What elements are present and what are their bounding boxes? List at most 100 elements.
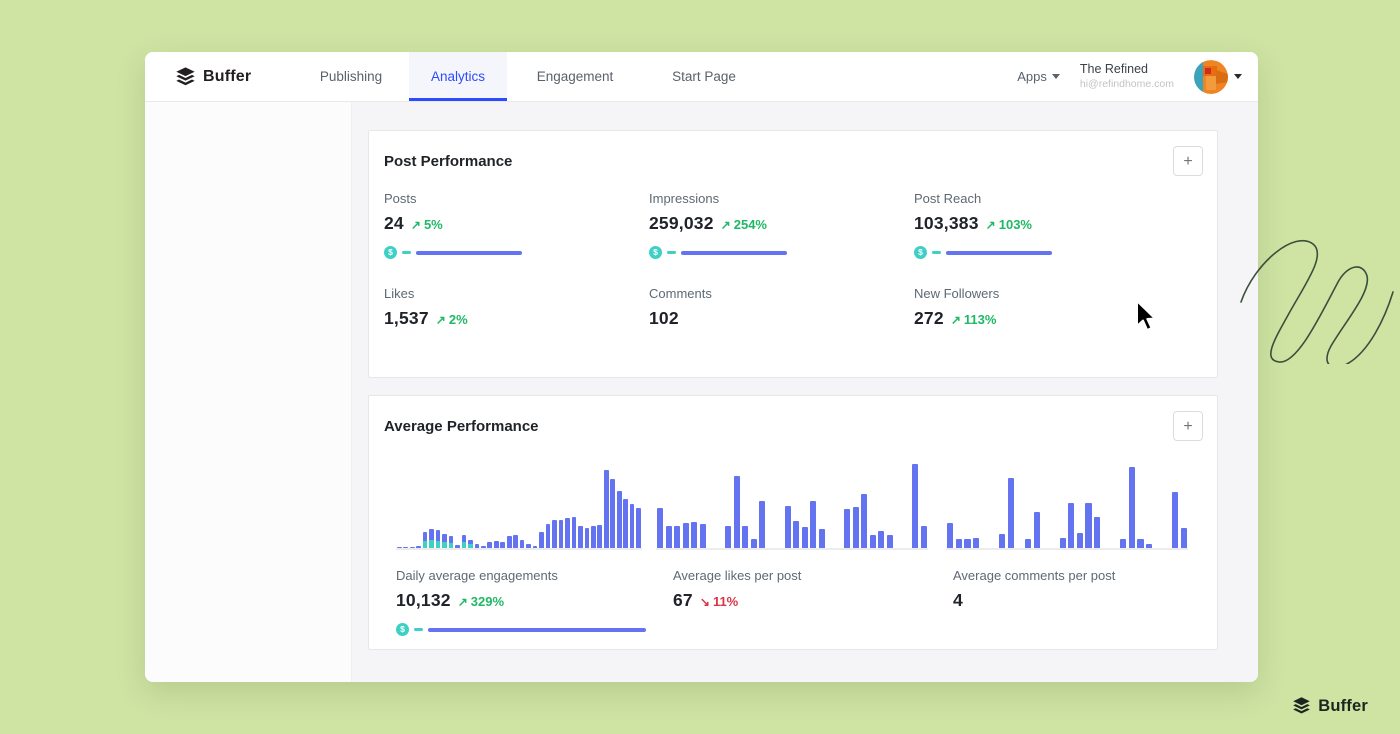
stat-average-comments-per-post: Average comments per post 4 <box>953 568 1203 611</box>
bar <box>481 546 486 548</box>
previous-period-bar <box>932 251 941 254</box>
account-menu[interactable] <box>1194 59 1242 94</box>
bar-stack-segment <box>468 544 473 548</box>
bar <box>1171 492 1179 548</box>
bar <box>435 530 441 548</box>
metric-likes: Likes 1,537 ↗ 2% <box>384 286 634 329</box>
add-metric-button[interactable]: + <box>1173 146 1203 176</box>
bar <box>878 530 885 548</box>
stat-daily-average-engagements: Daily average engagements 10,132 ↗ 329% … <box>396 568 646 636</box>
metric-new-followers: New Followers 272 ↗ 113% <box>914 286 1164 329</box>
bar <box>629 503 635 548</box>
bar-stack-segment <box>435 540 441 548</box>
metric-value: 1,537 <box>384 308 429 328</box>
stat-average-likes-per-post: Average likes per post 67 ↘ 11% <box>673 568 923 611</box>
current-period-bar <box>681 250 787 255</box>
bar <box>416 546 421 548</box>
arrow-down-icon: ↘ <box>699 595 710 609</box>
account-info: The Refined hi@refindhome.com <box>1080 62 1174 91</box>
bar <box>886 535 893 548</box>
delta-badge: ↗ 113% <box>951 312 997 327</box>
chart-daily-average-engagements <box>396 458 642 550</box>
tab-start-page[interactable]: Start Page <box>672 69 736 84</box>
previous-period-icon: $ <box>649 246 662 259</box>
bar <box>493 540 499 548</box>
bar <box>403 547 409 548</box>
bar-stack-segment <box>461 541 467 548</box>
previous-period-icon: $ <box>396 623 409 636</box>
buffer-stack-icon <box>1293 697 1311 714</box>
tab-engagement[interactable]: Engagement <box>536 69 614 84</box>
bar <box>964 539 971 548</box>
bar <box>616 491 622 548</box>
metric-value: 103,383 <box>914 213 979 233</box>
bar <box>578 526 583 548</box>
bar <box>519 539 525 548</box>
bar <box>1085 503 1092 548</box>
delta-badge: ↗ 2% <box>436 312 468 327</box>
apps-dropdown[interactable]: Apps <box>1017 69 1060 84</box>
bar <box>558 520 564 548</box>
delta-badge: ↗ 254% <box>721 217 767 232</box>
tab-publishing[interactable]: Publishing <box>319 69 383 84</box>
delta-value: 11% <box>712 594 739 609</box>
bar <box>725 525 732 548</box>
bar <box>603 469 609 548</box>
metric-post-reach: Post Reach 103,383 ↗ 103% $ <box>914 191 1164 259</box>
bar <box>409 546 415 548</box>
bar <box>448 536 454 548</box>
metric-value: 102 <box>649 308 679 328</box>
avatar <box>1194 59 1228 94</box>
chevron-down-icon <box>1234 74 1242 79</box>
buffer-logo[interactable]: Buffer <box>145 52 265 101</box>
metric-impressions: Impressions 259,032 ↗ 254% $ <box>649 191 899 259</box>
metric-comments: Comments 102 <box>649 286 899 329</box>
metric-value: 4 <box>953 590 963 610</box>
bar <box>1007 477 1014 548</box>
bar <box>912 464 919 548</box>
bar <box>759 501 766 548</box>
squiggle-doodle <box>1240 239 1394 364</box>
bar <box>442 533 447 548</box>
tab-analytics[interactable]: Analytics <box>409 52 507 101</box>
metric-value: 10,132 <box>396 590 451 610</box>
bar <box>552 520 557 548</box>
bar <box>461 535 467 548</box>
previous-period-bar <box>402 251 411 254</box>
bar-stack-segment <box>422 540 428 548</box>
comparison-sparkline: $ <box>649 246 899 259</box>
average-performance-card: Average Performance + Daily average enga… <box>368 395 1218 650</box>
browser-window: Buffer Publishing Analytics Engagement S… <box>145 52 1258 682</box>
add-chart-button[interactable]: + <box>1173 411 1203 441</box>
main-content: Post Performance + Posts 24 ↗ 5% $ Impre… <box>352 102 1258 682</box>
bar <box>1120 539 1127 548</box>
bar <box>474 543 480 548</box>
bar <box>801 527 808 548</box>
bar <box>733 476 740 548</box>
arrow-up-icon: ↗ <box>985 218 996 232</box>
delta-value: 254% <box>733 217 767 232</box>
metric-label: Post Reach <box>914 191 982 206</box>
bar <box>665 525 672 548</box>
bar <box>597 524 603 548</box>
bar <box>1137 539 1144 548</box>
bar <box>861 494 868 548</box>
metric-label: Average comments per post <box>953 568 1116 583</box>
delta-badge: ↘ 11% <box>700 594 738 609</box>
bar <box>396 547 402 548</box>
metric-label: Impressions <box>649 191 720 206</box>
bar <box>920 526 927 548</box>
post-performance-card: Post Performance + Posts 24 ↗ 5% $ Impre… <box>368 130 1218 378</box>
bar <box>955 539 963 548</box>
average-performance-title: Average Performance <box>384 418 539 435</box>
bar <box>1068 503 1075 548</box>
bar <box>590 526 596 548</box>
bar <box>422 531 428 548</box>
bar <box>429 529 434 548</box>
footer-buffer-logo: Buffer <box>1292 696 1368 716</box>
bar <box>682 522 689 548</box>
buffer-stack-icon <box>176 66 195 85</box>
current-period-bar <box>428 627 646 632</box>
delta-value: 2% <box>448 312 468 327</box>
delta-badge: ↗ 329% <box>458 594 504 609</box>
